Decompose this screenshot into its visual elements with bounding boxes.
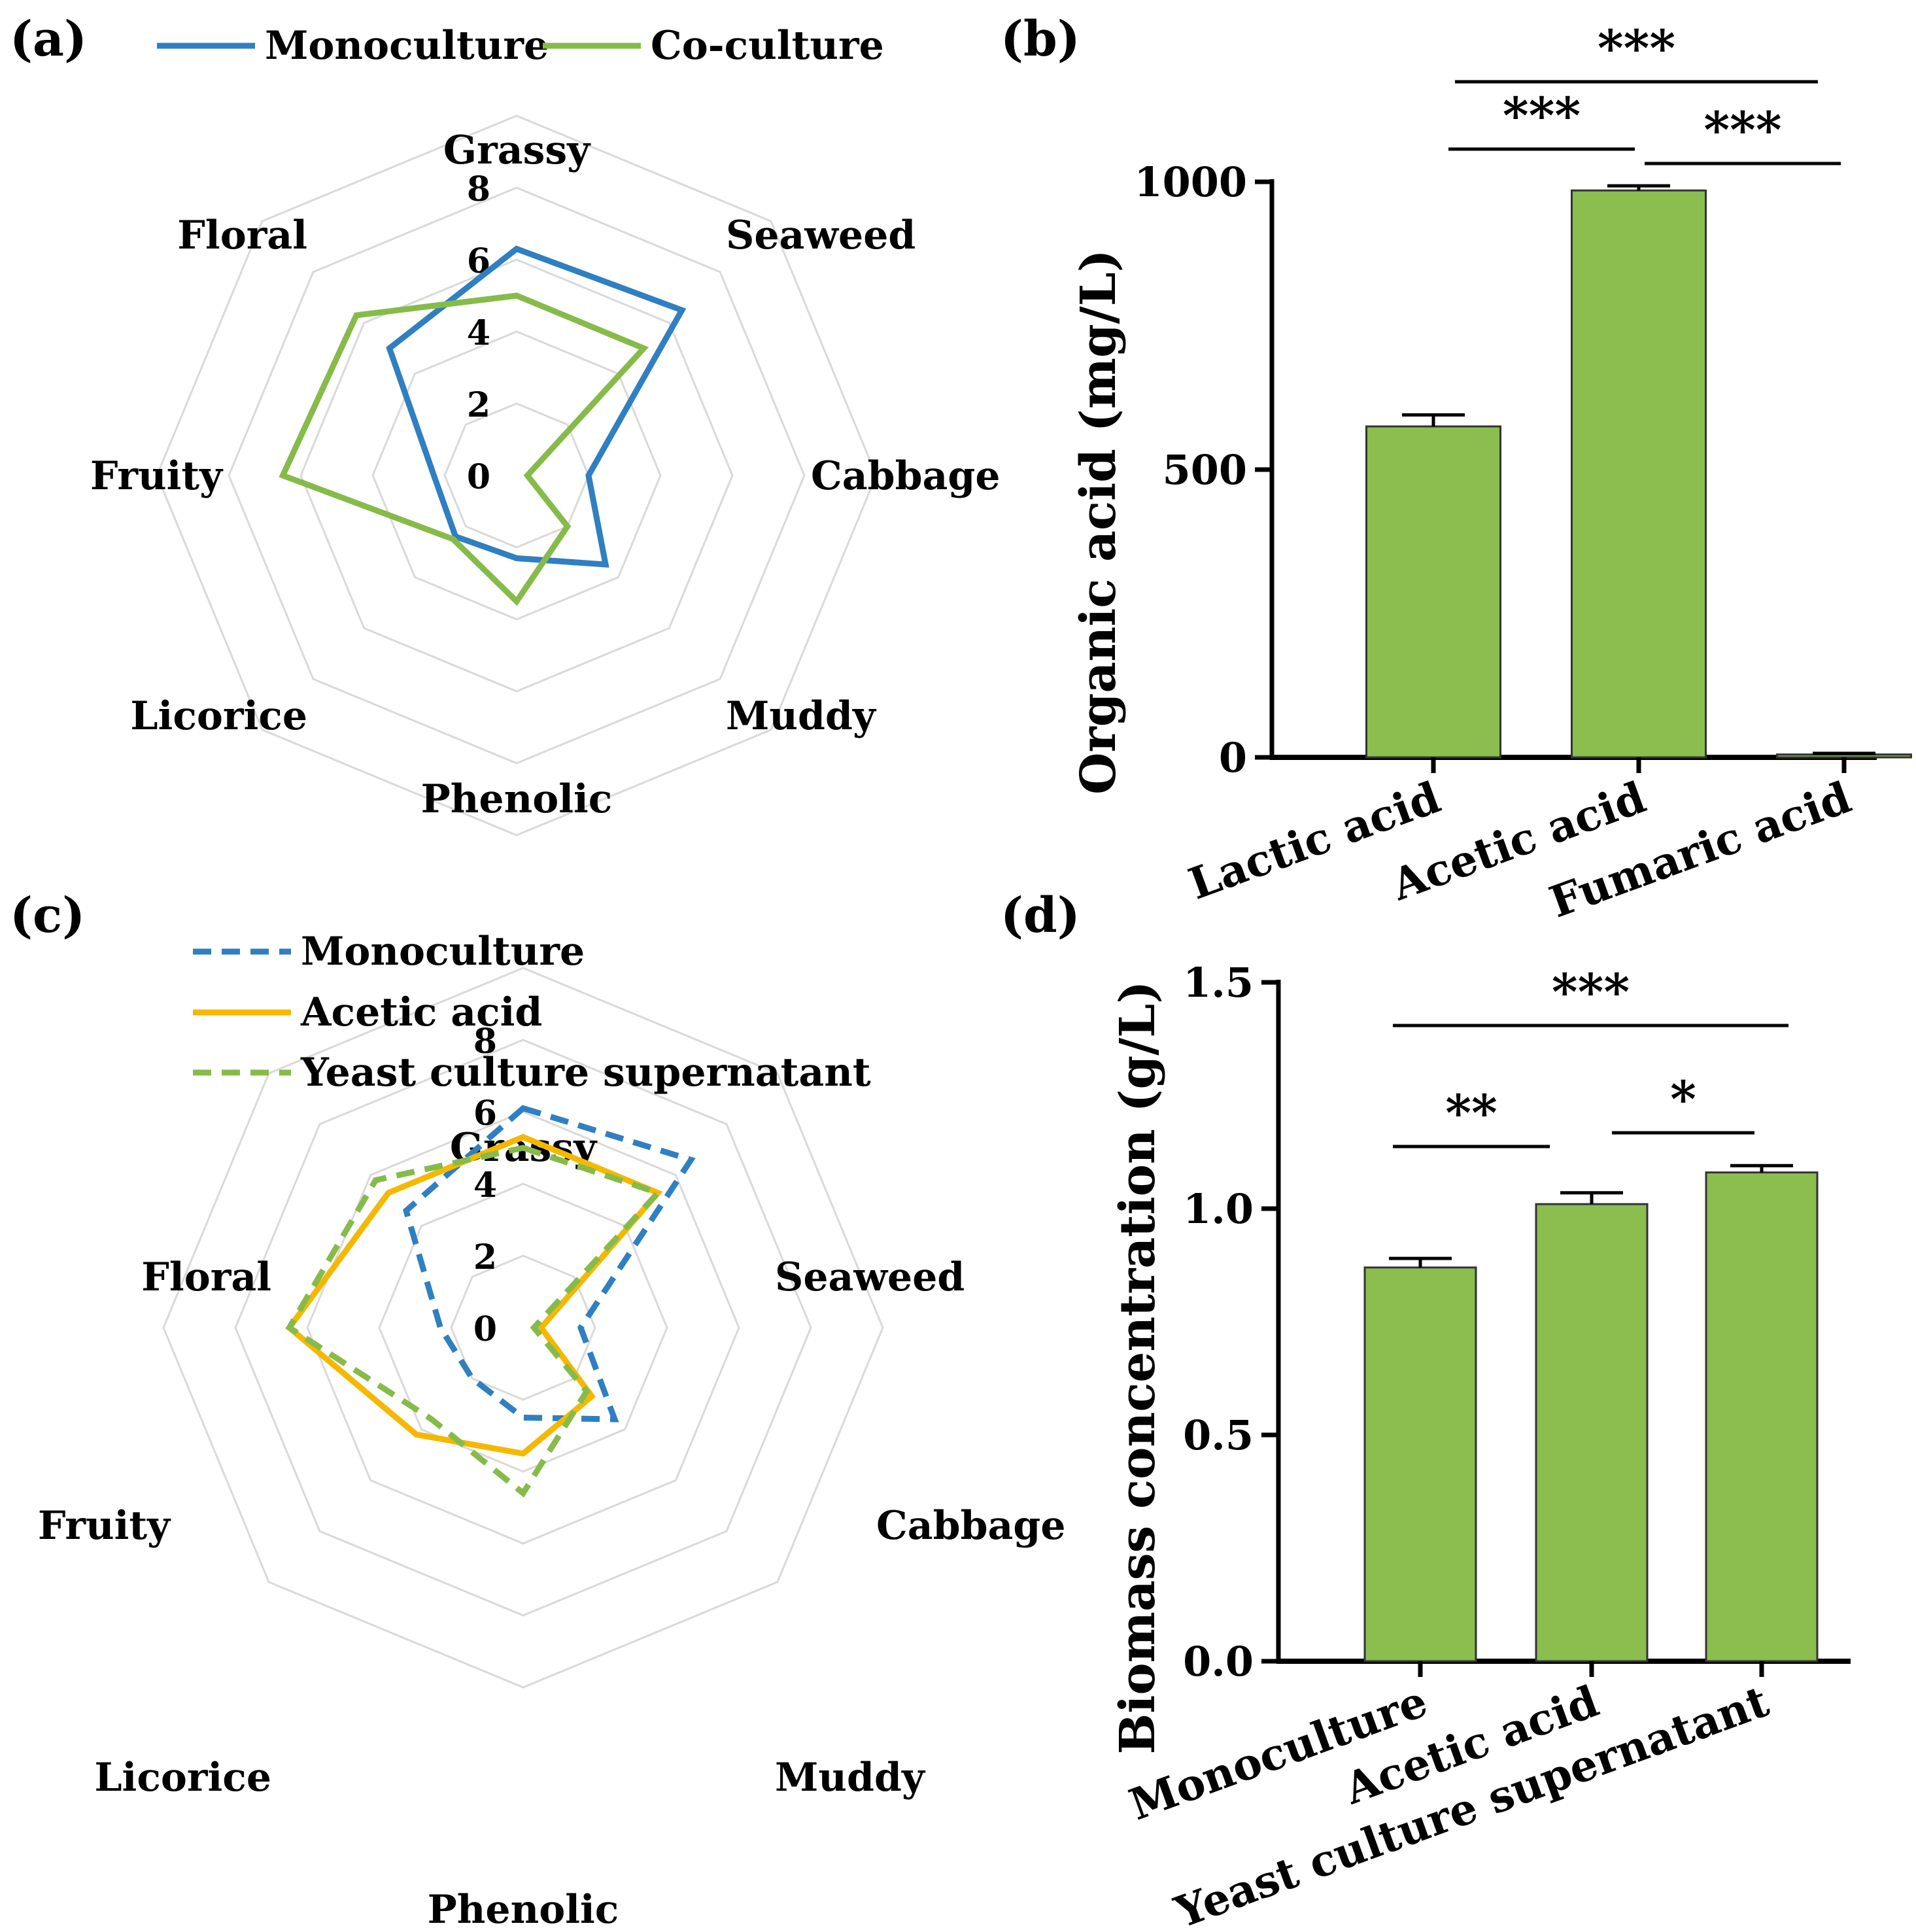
- radar-axis-label: Licorice: [130, 693, 307, 739]
- significance-label: ***: [1703, 101, 1781, 159]
- legend-label: Monoculture: [301, 929, 585, 975]
- bar: [1571, 189, 1707, 759]
- y-axis-label: Organic acid (mg/L): [1070, 249, 1127, 795]
- radar-grid-ring: [234, 1039, 812, 1617]
- radar-axis-label: Seaweed: [726, 213, 915, 258]
- radar-grid-ring: [450, 1254, 596, 1401]
- radar-chart-a: 02468GrassySeaweedCabbageMuddyPhenolicLi…: [90, 23, 1001, 837]
- radar-grid-ring: [371, 330, 662, 621]
- radar-series-line: [386, 245, 687, 568]
- radar-axis-label: Phenolic: [421, 776, 613, 822]
- significance-label: *: [1670, 1070, 1696, 1128]
- bar: [1535, 1203, 1649, 1663]
- y-tick-label: 0: [1219, 734, 1247, 782]
- radar-grid-ring: [299, 258, 734, 693]
- significance-label: **: [1445, 1084, 1497, 1142]
- significance-label: ***: [1552, 963, 1630, 1021]
- significance-label: ***: [1503, 86, 1581, 145]
- panel-label-b: (b): [1001, 11, 1080, 67]
- x-category-label: Yeast culture supernatant: [1168, 1676, 1775, 1932]
- legend-label: Co-culture: [651, 23, 884, 69]
- bar: [1705, 1171, 1819, 1663]
- panel-label-a: (a): [10, 11, 87, 67]
- radar-axis-label: Cabbage: [811, 453, 1001, 499]
- radar-axis-label: Cabbage: [876, 1503, 1066, 1549]
- radar-series-line: [279, 292, 649, 606]
- panel-label-c: (c): [10, 888, 85, 944]
- radar-axis-label: Floral: [177, 213, 307, 258]
- y-axis-label: Biomass concentration (g/L): [1110, 981, 1166, 1755]
- radar-tick-label: 6: [473, 1094, 497, 1133]
- radar-axis-label: Licorice: [94, 1755, 271, 1801]
- radar-series-line: [402, 1105, 696, 1423]
- y-tick-label: 500: [1163, 446, 1247, 494]
- radar-axis-label: Floral: [141, 1254, 271, 1300]
- bar: [1363, 1266, 1477, 1663]
- radar-tick-label: 8: [473, 1022, 497, 1061]
- radar-axis-label: Fruity: [38, 1503, 171, 1549]
- y-tick-label: 0.0: [1183, 1638, 1254, 1685]
- radar-chart-c: 02468GrassySeaweedCabbageMuddyPhenolicLi…: [38, 929, 1066, 1932]
- radar-tick-label: 0: [473, 1309, 497, 1349]
- panel-label-d: (d): [1001, 888, 1080, 944]
- radar-grid-ring: [156, 114, 878, 837]
- radar-axis-label: Phenolic: [428, 1887, 619, 1932]
- y-tick-label: 0.5: [1183, 1411, 1254, 1459]
- legend-label: Monoculture: [265, 23, 549, 69]
- legend-label: Yeast culture supernatant: [300, 1050, 871, 1095]
- significance-label: ***: [1598, 19, 1675, 77]
- y-tick-label: 1.5: [1183, 959, 1254, 1007]
- y-tick-label: 1000: [1134, 158, 1247, 206]
- radar-tick-label: 4: [473, 1165, 497, 1205]
- radar-tick-label: 0: [467, 457, 490, 497]
- radar-tick-label: 2: [473, 1237, 497, 1277]
- radar-tick-label: 4: [467, 313, 490, 353]
- radar-grid-ring: [306, 1111, 740, 1545]
- bar: [1365, 425, 1501, 759]
- legend-label: Acetic acid: [300, 990, 542, 1035]
- radar-tick-label: 8: [467, 169, 490, 209]
- radar-series-line: [285, 1145, 664, 1498]
- radar-axis-label: Seaweed: [775, 1254, 965, 1300]
- y-tick-label: 1.0: [1183, 1185, 1254, 1233]
- radar-axis-label: Fruity: [90, 453, 224, 499]
- radar-grid-ring: [228, 186, 806, 765]
- radar-grid-ring: [162, 967, 884, 1689]
- radar-grid-ring: [378, 1182, 668, 1473]
- radar-axis-label: Muddy: [726, 693, 877, 739]
- radar-grid-ring: [443, 402, 590, 549]
- radar-tick-label: 2: [467, 385, 490, 425]
- radar-axis-label: Grassy: [443, 128, 591, 173]
- radar-axis-label: Muddy: [775, 1755, 926, 1801]
